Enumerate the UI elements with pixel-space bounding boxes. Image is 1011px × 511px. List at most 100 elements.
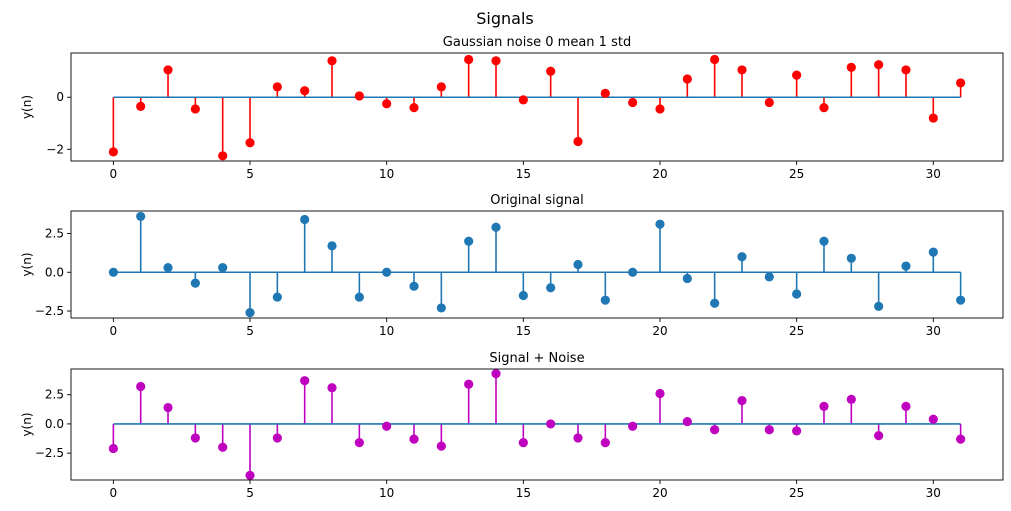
x-tick-label: 0	[110, 167, 118, 181]
stem-marker	[710, 298, 720, 308]
subplot-title: Original signal	[490, 193, 583, 208]
stem-marker	[354, 292, 364, 302]
stem-marker	[956, 295, 966, 305]
stem-marker	[956, 434, 966, 444]
stem-marker	[655, 219, 665, 229]
figure-title: Signals	[476, 9, 533, 28]
stem-marker	[874, 301, 884, 311]
y-tick-label: 2.5	[45, 388, 64, 402]
stem-marker	[436, 303, 446, 313]
stem-marker	[108, 147, 118, 157]
stem-marker	[136, 101, 146, 111]
stem-marker	[136, 381, 146, 392]
stem-marker	[628, 97, 638, 108]
x-tick-label: 5	[246, 167, 254, 181]
stem-marker	[382, 267, 392, 277]
stem-marker	[300, 376, 310, 386]
stem-marker	[682, 273, 692, 284]
stem-marker	[655, 104, 665, 114]
stem-marker	[409, 281, 419, 291]
stem-marker	[108, 443, 118, 454]
stem-marker	[190, 433, 200, 443]
stem-marker	[628, 421, 638, 431]
x-tick-label: 20	[652, 486, 667, 500]
y-tick-label: −2.5	[35, 446, 64, 460]
y-tick-label: 0	[56, 90, 64, 104]
stem-marker	[682, 416, 692, 427]
stem-marker	[409, 103, 419, 113]
stem-marker	[272, 433, 282, 443]
stem-marker	[327, 383, 337, 393]
stem-marker	[190, 278, 200, 288]
x-tick-label: 20	[652, 167, 667, 181]
x-tick-label: 25	[789, 324, 804, 338]
stem-marker	[819, 401, 829, 411]
stem-marker	[737, 65, 747, 75]
stem-marker	[928, 414, 938, 424]
stem-marker	[436, 441, 446, 451]
y-axis-label: y(n)	[20, 95, 34, 119]
stem-marker	[710, 425, 720, 435]
stem-marker	[218, 151, 228, 161]
subplot-1: Gaussian noise 0 mean 1 std y(n) 0 5 10 15 20 2…	[20, 35, 1004, 181]
stem-marker	[682, 74, 692, 84]
stem-marker	[436, 82, 446, 92]
stem-marker	[108, 267, 118, 277]
x-tick-label: 25	[789, 486, 804, 500]
stem-marker	[792, 289, 802, 299]
stem-marker	[491, 222, 501, 232]
stem-marker	[874, 431, 884, 441]
stem-marker	[573, 433, 583, 443]
stem-marker	[218, 442, 228, 452]
stem-marker	[600, 295, 610, 305]
x-tick-label: 20	[652, 324, 667, 338]
x-tick-label: 0	[110, 486, 118, 500]
y-axis-label: y(n)	[20, 412, 34, 436]
stem-marker	[710, 54, 720, 65]
x-tick-label: 15	[516, 167, 531, 181]
stem-marker	[464, 236, 474, 246]
stem-marker	[190, 104, 200, 114]
x-tick-label: 25	[789, 167, 804, 181]
stem-marker	[518, 95, 528, 105]
stem-marker	[354, 91, 364, 101]
subplot-title: Signal + Noise	[489, 351, 584, 366]
stem-marker	[901, 261, 911, 271]
stem-marker	[163, 65, 173, 75]
stem-marker	[518, 438, 528, 448]
stem-marker	[163, 263, 173, 273]
stem-marker	[901, 65, 911, 75]
stem-marker	[272, 292, 282, 302]
subplot-3: Signal + Noise y(n) 0 5 10 15 20 25 30 −2.5 0.0 2.5	[20, 351, 1004, 500]
stem-marker	[382, 99, 392, 109]
x-tick-label: 10	[379, 324, 394, 338]
x-tick-label: 15	[516, 486, 531, 500]
y-tick-label: 2.5	[45, 226, 64, 240]
stem-marker	[136, 211, 146, 222]
stem-marker	[573, 136, 583, 147]
y-tick-label: −2	[46, 142, 64, 156]
stem-marker	[327, 56, 337, 66]
stem-marker	[245, 470, 255, 480]
stem-marker	[354, 438, 364, 448]
stem-marker	[573, 259, 583, 270]
stem-marker	[218, 263, 228, 273]
stem-marker	[819, 103, 829, 113]
subplots: Gaussian noise 0 mean 1 std y(n) 0 5 10 15 20 2…	[20, 35, 1004, 500]
x-tick-label: 5	[246, 486, 254, 500]
x-tick-label: 10	[379, 486, 394, 500]
stem-marker	[546, 283, 556, 293]
stem-marker	[600, 88, 610, 98]
stem-marker	[628, 267, 638, 277]
stem-marker	[327, 241, 337, 251]
stem-marker	[300, 86, 310, 96]
stem-marker	[846, 253, 856, 263]
y-tick-label: 0.0	[45, 265, 64, 279]
stem-marker	[546, 66, 556, 76]
axes-frame	[70, 368, 1004, 481]
stem-marker	[300, 214, 310, 225]
stem-marker	[819, 236, 829, 246]
x-tick-label: 30	[926, 486, 941, 500]
stem-marker	[928, 247, 938, 257]
